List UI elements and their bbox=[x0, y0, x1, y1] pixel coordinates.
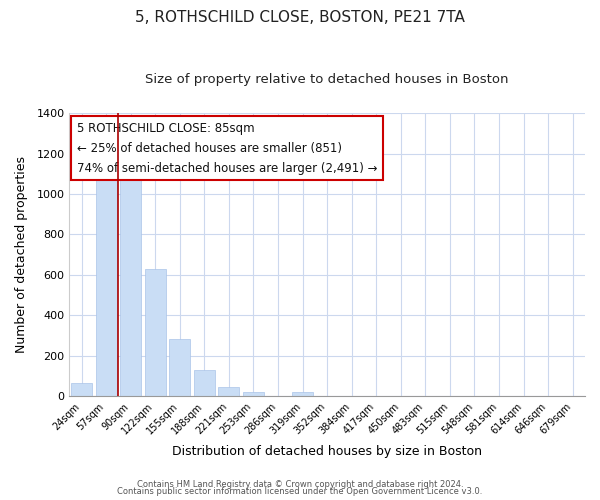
Text: 5, ROTHSCHILD CLOSE, BOSTON, PE21 7TA: 5, ROTHSCHILD CLOSE, BOSTON, PE21 7TA bbox=[135, 10, 465, 25]
X-axis label: Distribution of detached houses by size in Boston: Distribution of detached houses by size … bbox=[172, 444, 482, 458]
Text: 5 ROTHSCHILD CLOSE: 85sqm
← 25% of detached houses are smaller (851)
74% of semi: 5 ROTHSCHILD CLOSE: 85sqm ← 25% of detac… bbox=[77, 122, 377, 174]
Text: Contains HM Land Registry data © Crown copyright and database right 2024.: Contains HM Land Registry data © Crown c… bbox=[137, 480, 463, 489]
Bar bbox=[96, 180, 116, 396]
Bar bbox=[292, 392, 313, 396]
Bar bbox=[71, 383, 92, 396]
Bar bbox=[243, 392, 264, 396]
Y-axis label: Number of detached properties: Number of detached properties bbox=[15, 156, 28, 353]
Text: Contains public sector information licensed under the Open Government Licence v3: Contains public sector information licen… bbox=[118, 488, 482, 496]
Title: Size of property relative to detached houses in Boston: Size of property relative to detached ho… bbox=[145, 72, 509, 86]
Bar bbox=[145, 269, 166, 396]
Bar bbox=[120, 162, 141, 396]
Bar bbox=[218, 387, 239, 396]
Bar bbox=[169, 338, 190, 396]
Bar bbox=[194, 370, 215, 396]
